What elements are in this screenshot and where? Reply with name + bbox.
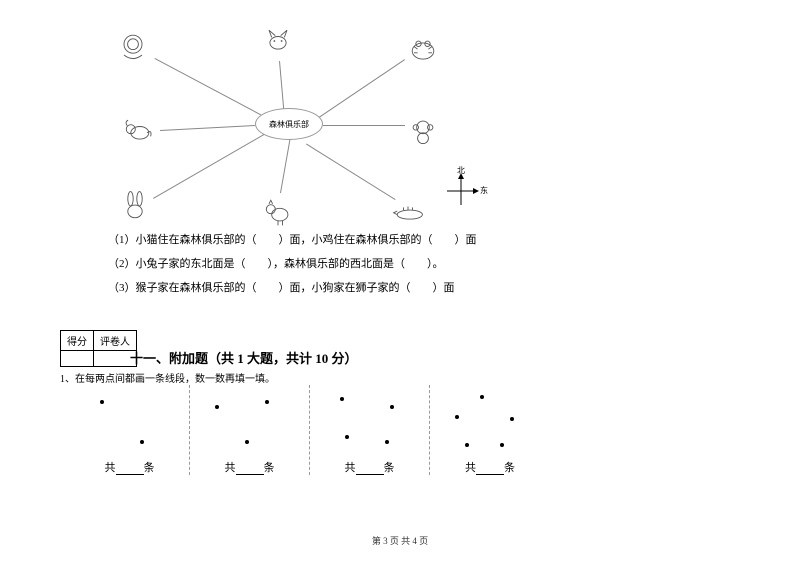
dot — [265, 400, 269, 404]
compass: 北 东 — [445, 173, 483, 213]
dot-group-2: 共条 — [190, 385, 310, 475]
dot-group-3: 共条 — [310, 385, 430, 475]
q1-suffix: ）面 — [455, 234, 477, 246]
q3-mid: ）面，小狗家在狮子家的（ — [279, 282, 411, 294]
score-label: 得分 — [61, 331, 94, 351]
connection-line — [306, 144, 396, 200]
dot-group-4: 共条 — [430, 385, 550, 475]
dot — [245, 440, 249, 444]
score-table: 得分 评卷人 — [60, 330, 137, 367]
compass-north: 北 — [457, 165, 465, 176]
rabbit-icon — [117, 188, 153, 224]
dot-group-label: 共条 — [70, 459, 189, 475]
q3-prefix: （3）猴子家在森林俱乐部的（ — [108, 282, 257, 294]
dot — [390, 405, 394, 409]
q2-suffix: ）。 — [427, 258, 444, 270]
dot — [455, 415, 459, 419]
q3-suffix: ）面 — [433, 282, 455, 294]
dot — [510, 417, 514, 421]
dot-group-1: 共条 — [70, 385, 190, 475]
connection-line — [280, 139, 291, 193]
page-footer: 第 3 页 共 4 页 — [0, 534, 800, 547]
tiger-icon — [405, 33, 441, 69]
q1-mid: ）面，小鸡住在森林俱乐部的（ — [279, 234, 433, 246]
dot-group-label: 共条 — [310, 459, 429, 475]
animal-diagram: 森林俱乐部 北 东 — [105, 18, 475, 218]
compass-east: 东 — [480, 185, 488, 196]
sub-question: 1、在每两点间都画一条线段，数一数再填一填。 — [60, 370, 275, 385]
question-1: （1）小猫住在森林俱乐部的（ ）面，小鸡住在森林俱乐部的（ ）面 — [108, 228, 477, 252]
q1-prefix: （1）小猫住在森林俱乐部的（ — [108, 234, 257, 246]
connection-line — [155, 58, 261, 115]
lion-icon — [115, 28, 151, 64]
score-cell — [61, 351, 94, 367]
dots-section: 共条共条共条共条 — [70, 385, 550, 475]
connection-line — [153, 134, 264, 199]
dot — [480, 395, 484, 399]
question-3: （3）猴子家在森林俱乐部的（ ）面，小狗家在狮子家的（ ）面 — [108, 276, 477, 300]
chicken-icon — [260, 193, 296, 229]
dot — [140, 440, 144, 444]
cat-icon — [260, 23, 296, 59]
connection-line — [317, 59, 405, 119]
section-title: 十一、附加题（共 1 大题，共计 10 分） — [130, 348, 358, 367]
dot — [340, 397, 344, 401]
dot — [345, 435, 349, 439]
dog-icon — [120, 113, 156, 149]
q2-prefix: （2）小兔子家的东北面是（ — [108, 258, 246, 270]
connection-line — [323, 125, 405, 126]
center-label: 森林俱乐部 — [255, 108, 323, 140]
dot — [100, 400, 104, 404]
dot-group-label: 共条 — [190, 459, 309, 475]
questions-block: （1）小猫住在森林俱乐部的（ ）面，小鸡住在森林俱乐部的（ ）面 （2）小兔子家… — [108, 228, 477, 301]
dot — [500, 443, 504, 447]
connection-line — [160, 125, 255, 131]
dot — [215, 405, 219, 409]
monkey-icon — [405, 113, 441, 149]
connection-line — [279, 61, 284, 111]
q2-mid: ），森林俱乐部的西北面是（ — [268, 258, 406, 270]
question-2: （2）小兔子家的东北面是（ ），森林俱乐部的西北面是（ ）。 — [108, 252, 477, 276]
dot-group-label: 共条 — [430, 459, 550, 475]
dot — [465, 443, 469, 447]
dot — [385, 440, 389, 444]
